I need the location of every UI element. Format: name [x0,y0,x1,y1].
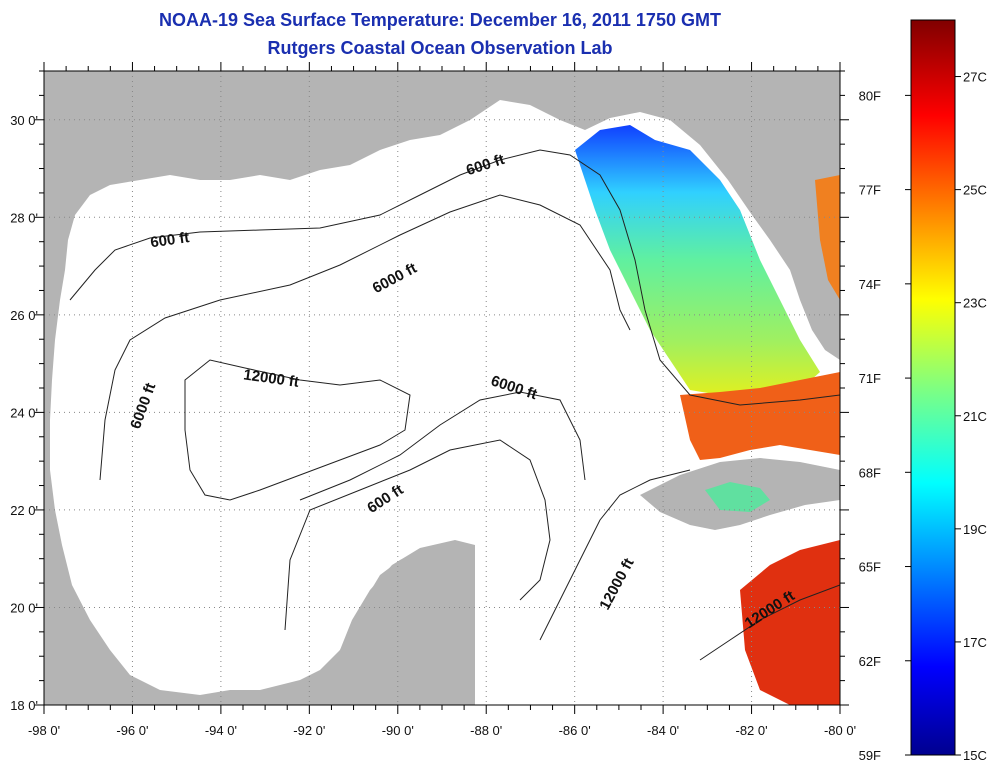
sst-swath-caribbean [740,540,840,705]
colorbar-fahrenheit-label: 80F [859,88,881,103]
longitude-tick-label: -82 0' [735,723,767,738]
latitude-tick-label: 28 0' [10,210,38,225]
colorbar-fahrenheit-label: 65F [859,560,881,575]
contour-12000ft-caribbean [699,584,840,661]
colorbar-celsius-label: 17C [963,635,987,650]
longitude-tick-label: -98 0' [28,723,60,738]
longitude-tick-label: -92 0' [293,723,325,738]
longitude-tick-label: -80 0' [824,723,856,738]
latitude-tick-label: 18 0' [10,698,38,713]
contour-600ft-campeche [284,439,551,631]
longitude-tick-label: -88 0' [470,723,502,738]
longitude-tick-label: -90 0' [382,723,414,738]
colorbar-celsius-labels: 27C 25C 23C 21C 19C 17C 15C [963,70,987,763]
sst-swath-cuba-patch [705,482,770,512]
map-subtitle: Rutgers Coastal Ocean Observation Lab [267,38,613,58]
latitude-tick-label: 22 0' [10,503,38,518]
latitude-tick-label: 20 0' [10,600,38,615]
longitude-labels: -98 0' -96 0' -94 0' -92 0' -90 0' -88 0' -86 … [28,723,856,738]
latitude-labels: 18 0' 20 0' 22 0' 24 0' 26 0' 28 0' 30 0' [10,113,38,713]
florida-land [620,71,840,345]
colorbar-celsius-label: 25C [963,183,987,198]
colorbar-celsius-label: 23C [963,296,987,311]
map-grid [44,71,840,705]
yucatan-land [300,540,475,705]
contour-label: 600 ft [149,229,190,251]
contour-12000ft-abyssal [184,359,411,501]
contour-6000ft-ring [99,194,631,481]
colorbar-fahrenheit-labels: 80F 77F 74F 71F 68F 65F 62F 59F [859,88,881,763]
colorbar-fahrenheit-label: 77F [859,183,881,198]
colorbar-celsius-label: 21C [963,409,987,424]
colorbar-fahrenheit-label: 74F [859,277,881,292]
longitude-tick-label: -84 0' [647,723,679,738]
colorbar-fahrenheit-label: 62F [859,654,881,669]
contour-12000ft-yucatan [539,469,691,641]
longitude-tick-label: -94 0' [205,723,237,738]
contour-600ft-north [69,149,840,406]
latitude-tick-label: 30 0' [10,113,38,128]
contour-6000ft-east [299,391,586,501]
colorbar-celsius-label: 15C [963,748,987,763]
colorbar-fahrenheit-label: 59F [859,748,881,763]
map-ticks [35,62,849,714]
longitude-tick-label: -96 0' [116,723,148,738]
sst-swath-east-florida [815,175,840,300]
map-title: NOAA-19 Sea Surface Temperature: Decembe… [159,10,721,30]
temperature-colorbar [910,19,956,756]
colorbar-ticks [905,76,961,756]
longitude-tick-label: -86 0' [559,723,591,738]
colorbar-celsius-label: 27C [963,70,987,85]
latitude-tick-label: 24 0' [10,405,38,420]
sst-swath-florida-shelf [575,125,820,395]
bathymetry-contours [69,149,840,661]
colorbar-fahrenheit-label: 68F [859,465,881,480]
colorbar-celsius-label: 19C [963,522,987,537]
sst-swath-florida-straits [680,372,840,460]
latitude-tick-label: 26 0' [10,308,38,323]
colorbar-fahrenheit-label: 71F [859,371,881,386]
